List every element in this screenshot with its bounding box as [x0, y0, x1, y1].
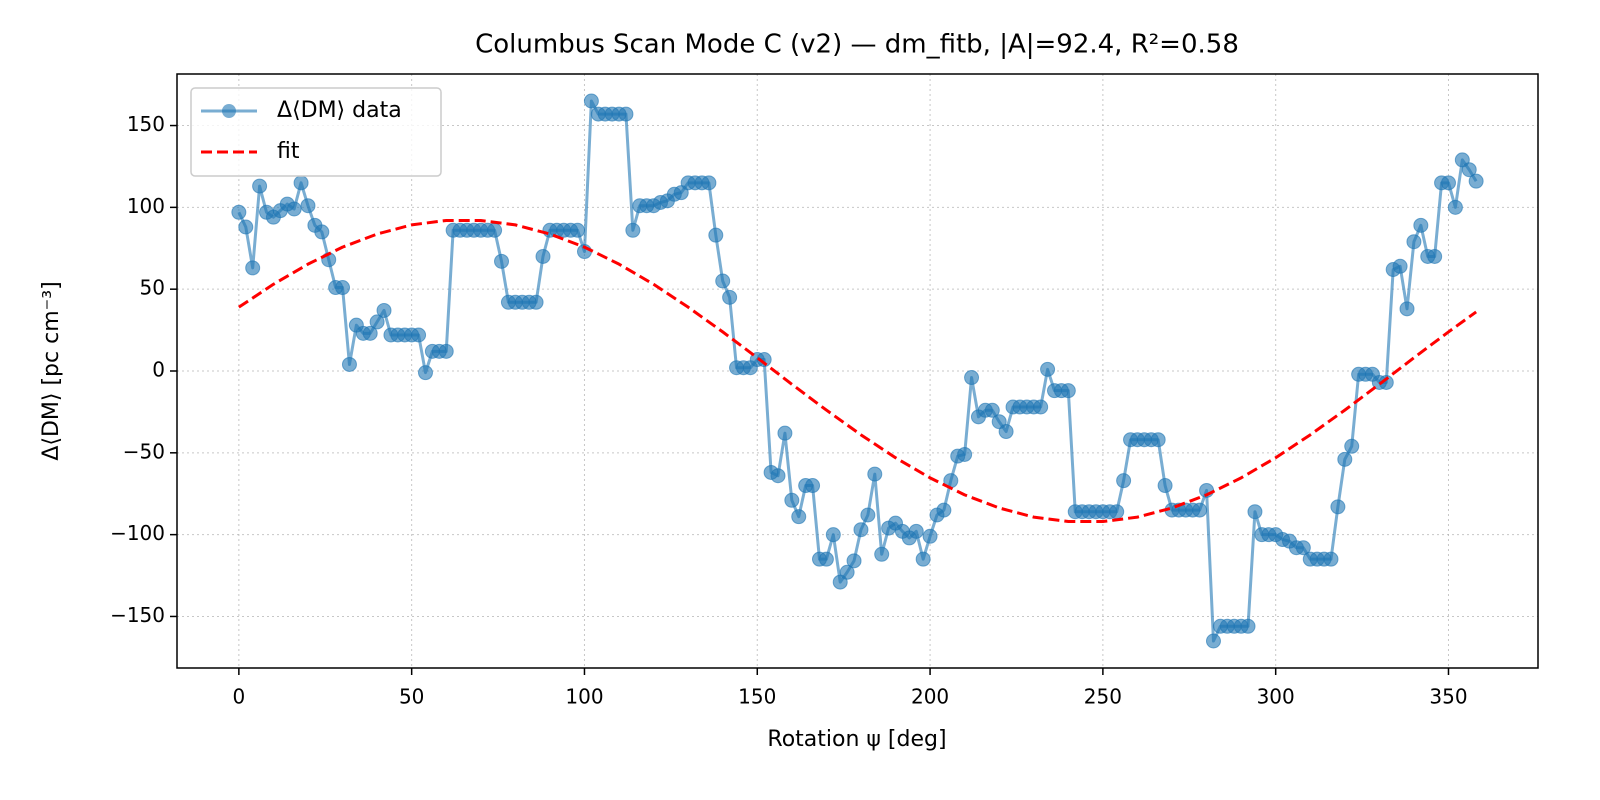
data-point	[867, 466, 883, 482]
data-point	[1413, 217, 1429, 233]
data-point	[915, 551, 931, 567]
data-point	[964, 370, 980, 386]
y-tick-label: 50	[140, 276, 165, 300]
data-point	[701, 175, 717, 191]
data-point	[417, 365, 433, 381]
data-point	[1150, 432, 1166, 448]
data-point	[784, 492, 800, 508]
data-point	[1440, 175, 1456, 191]
data-point	[341, 356, 357, 372]
data-point	[936, 502, 952, 518]
y-tick-label: 150	[127, 112, 165, 136]
data-point	[722, 289, 738, 305]
data-point	[791, 509, 807, 525]
data-point	[1109, 504, 1125, 520]
data-point	[1295, 540, 1311, 556]
data-point	[1337, 451, 1353, 467]
data-point	[853, 522, 869, 538]
data-point	[300, 198, 316, 214]
x-tick-label: 250	[1084, 685, 1122, 709]
y-tick-label: −150	[110, 603, 165, 627]
data-point	[583, 93, 599, 109]
data-point	[984, 402, 1000, 418]
data-point	[1060, 383, 1076, 399]
data-point	[1406, 234, 1422, 250]
data-point	[1116, 473, 1132, 489]
y-tick-label: 100	[127, 194, 165, 218]
data-point	[245, 260, 261, 276]
data-point	[535, 248, 551, 264]
y-axis-label: Δ⟨DM⟩ [pc cm⁻³]	[39, 281, 64, 460]
data-point	[335, 280, 351, 296]
data-point	[231, 204, 247, 220]
legend-label: fit	[277, 139, 300, 164]
data-point	[293, 175, 309, 191]
data-point	[494, 253, 510, 269]
x-tick-label: 200	[911, 685, 949, 709]
data-point	[1344, 438, 1360, 454]
x-tick-label: 0	[232, 685, 245, 709]
data-point	[908, 523, 924, 539]
data-point	[957, 446, 973, 462]
data-point	[1205, 633, 1221, 649]
y-tick-label: −100	[110, 521, 165, 545]
data-point	[708, 227, 724, 243]
data-point	[777, 425, 793, 441]
y-tick-label: −50	[123, 439, 165, 463]
data-point	[839, 564, 855, 580]
data-point	[438, 343, 454, 359]
y-tick-label: 0	[152, 358, 165, 382]
data-point	[411, 327, 427, 343]
data-point	[1040, 361, 1056, 377]
data-point	[1461, 162, 1477, 178]
data-point	[805, 478, 821, 494]
data-point	[1447, 199, 1463, 215]
data-point	[1247, 504, 1263, 520]
x-tick-label: 100	[565, 685, 603, 709]
legend: Δ⟨DM⟩ data fit	[190, 87, 442, 177]
data-point	[1427, 248, 1443, 264]
data-point	[286, 201, 302, 217]
x-axis-label: Rotation ψ [deg]	[767, 727, 946, 752]
data-point	[860, 507, 876, 523]
legend-label: Δ⟨DM⟩ data	[277, 98, 402, 123]
x-tick-label: 350	[1429, 685, 1467, 709]
data-point	[618, 106, 634, 122]
data-point	[487, 222, 503, 238]
data-point	[825, 527, 841, 543]
data-point	[1323, 551, 1339, 567]
data-point	[1192, 502, 1208, 518]
data-point	[369, 314, 385, 330]
data-point	[1468, 173, 1484, 189]
data-point	[1240, 618, 1256, 634]
data-point	[570, 222, 586, 238]
data-point	[818, 551, 834, 567]
data-point	[252, 178, 268, 194]
x-tick-label: 300	[1257, 685, 1295, 709]
chart-title: Columbus Scan Mode C (v2) — dm_fitb, |A|…	[475, 30, 1239, 60]
data-point	[625, 222, 641, 238]
data-point	[998, 424, 1014, 440]
data-point	[1157, 478, 1173, 494]
plot-frame	[176, 73, 1539, 669]
x-tick-label: 150	[738, 685, 776, 709]
series-line	[238, 218, 1478, 524]
data-point	[770, 468, 786, 484]
x-tick-label: 50	[399, 685, 424, 709]
data-point	[715, 273, 731, 289]
data-point	[874, 546, 890, 562]
data-point	[846, 553, 862, 569]
data-point	[1399, 301, 1415, 317]
data-point	[1033, 399, 1049, 415]
data-point	[238, 219, 254, 235]
data-point	[922, 528, 938, 544]
data-point	[1330, 499, 1346, 515]
data-point	[528, 294, 544, 310]
legend-marker	[222, 104, 236, 118]
data-point	[1392, 258, 1408, 274]
data-point	[362, 325, 378, 341]
data-point	[376, 302, 392, 318]
data-point	[314, 224, 330, 240]
